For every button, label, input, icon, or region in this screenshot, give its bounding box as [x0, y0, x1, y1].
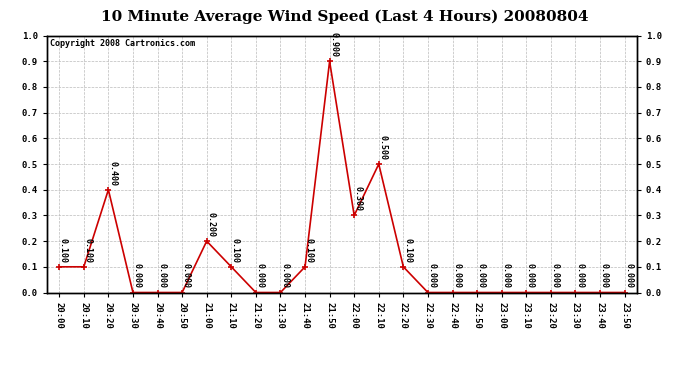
Text: 0.000: 0.000 — [428, 263, 437, 288]
Text: 0.000: 0.000 — [280, 263, 289, 288]
Text: 0.300: 0.300 — [354, 186, 363, 211]
Text: 0.100: 0.100 — [59, 238, 68, 262]
Text: 0.000: 0.000 — [600, 263, 609, 288]
Text: 0.000: 0.000 — [477, 263, 486, 288]
Text: 0.100: 0.100 — [231, 238, 240, 262]
Text: 0.500: 0.500 — [378, 135, 387, 160]
Text: 0.100: 0.100 — [403, 238, 412, 262]
Text: 0.000: 0.000 — [551, 263, 560, 288]
Text: 0.100: 0.100 — [305, 238, 314, 262]
Text: 0.200: 0.200 — [206, 212, 215, 237]
Text: 0.000: 0.000 — [624, 263, 633, 288]
Text: 0.100: 0.100 — [83, 238, 92, 262]
Text: 0.000: 0.000 — [526, 263, 535, 288]
Text: 0.000: 0.000 — [502, 263, 511, 288]
Text: 10 Minute Average Wind Speed (Last 4 Hours) 20080804: 10 Minute Average Wind Speed (Last 4 Hou… — [101, 9, 589, 24]
Text: 0.400: 0.400 — [108, 160, 117, 186]
Text: 0.000: 0.000 — [452, 263, 461, 288]
Text: 0.000: 0.000 — [575, 263, 584, 288]
Text: 0.900: 0.900 — [329, 32, 338, 57]
Text: 0.000: 0.000 — [132, 263, 141, 288]
Text: Copyright 2008 Cartronics.com: Copyright 2008 Cartronics.com — [50, 39, 195, 48]
Text: 0.000: 0.000 — [181, 263, 190, 288]
Text: 0.000: 0.000 — [157, 263, 166, 288]
Text: 0.000: 0.000 — [255, 263, 264, 288]
